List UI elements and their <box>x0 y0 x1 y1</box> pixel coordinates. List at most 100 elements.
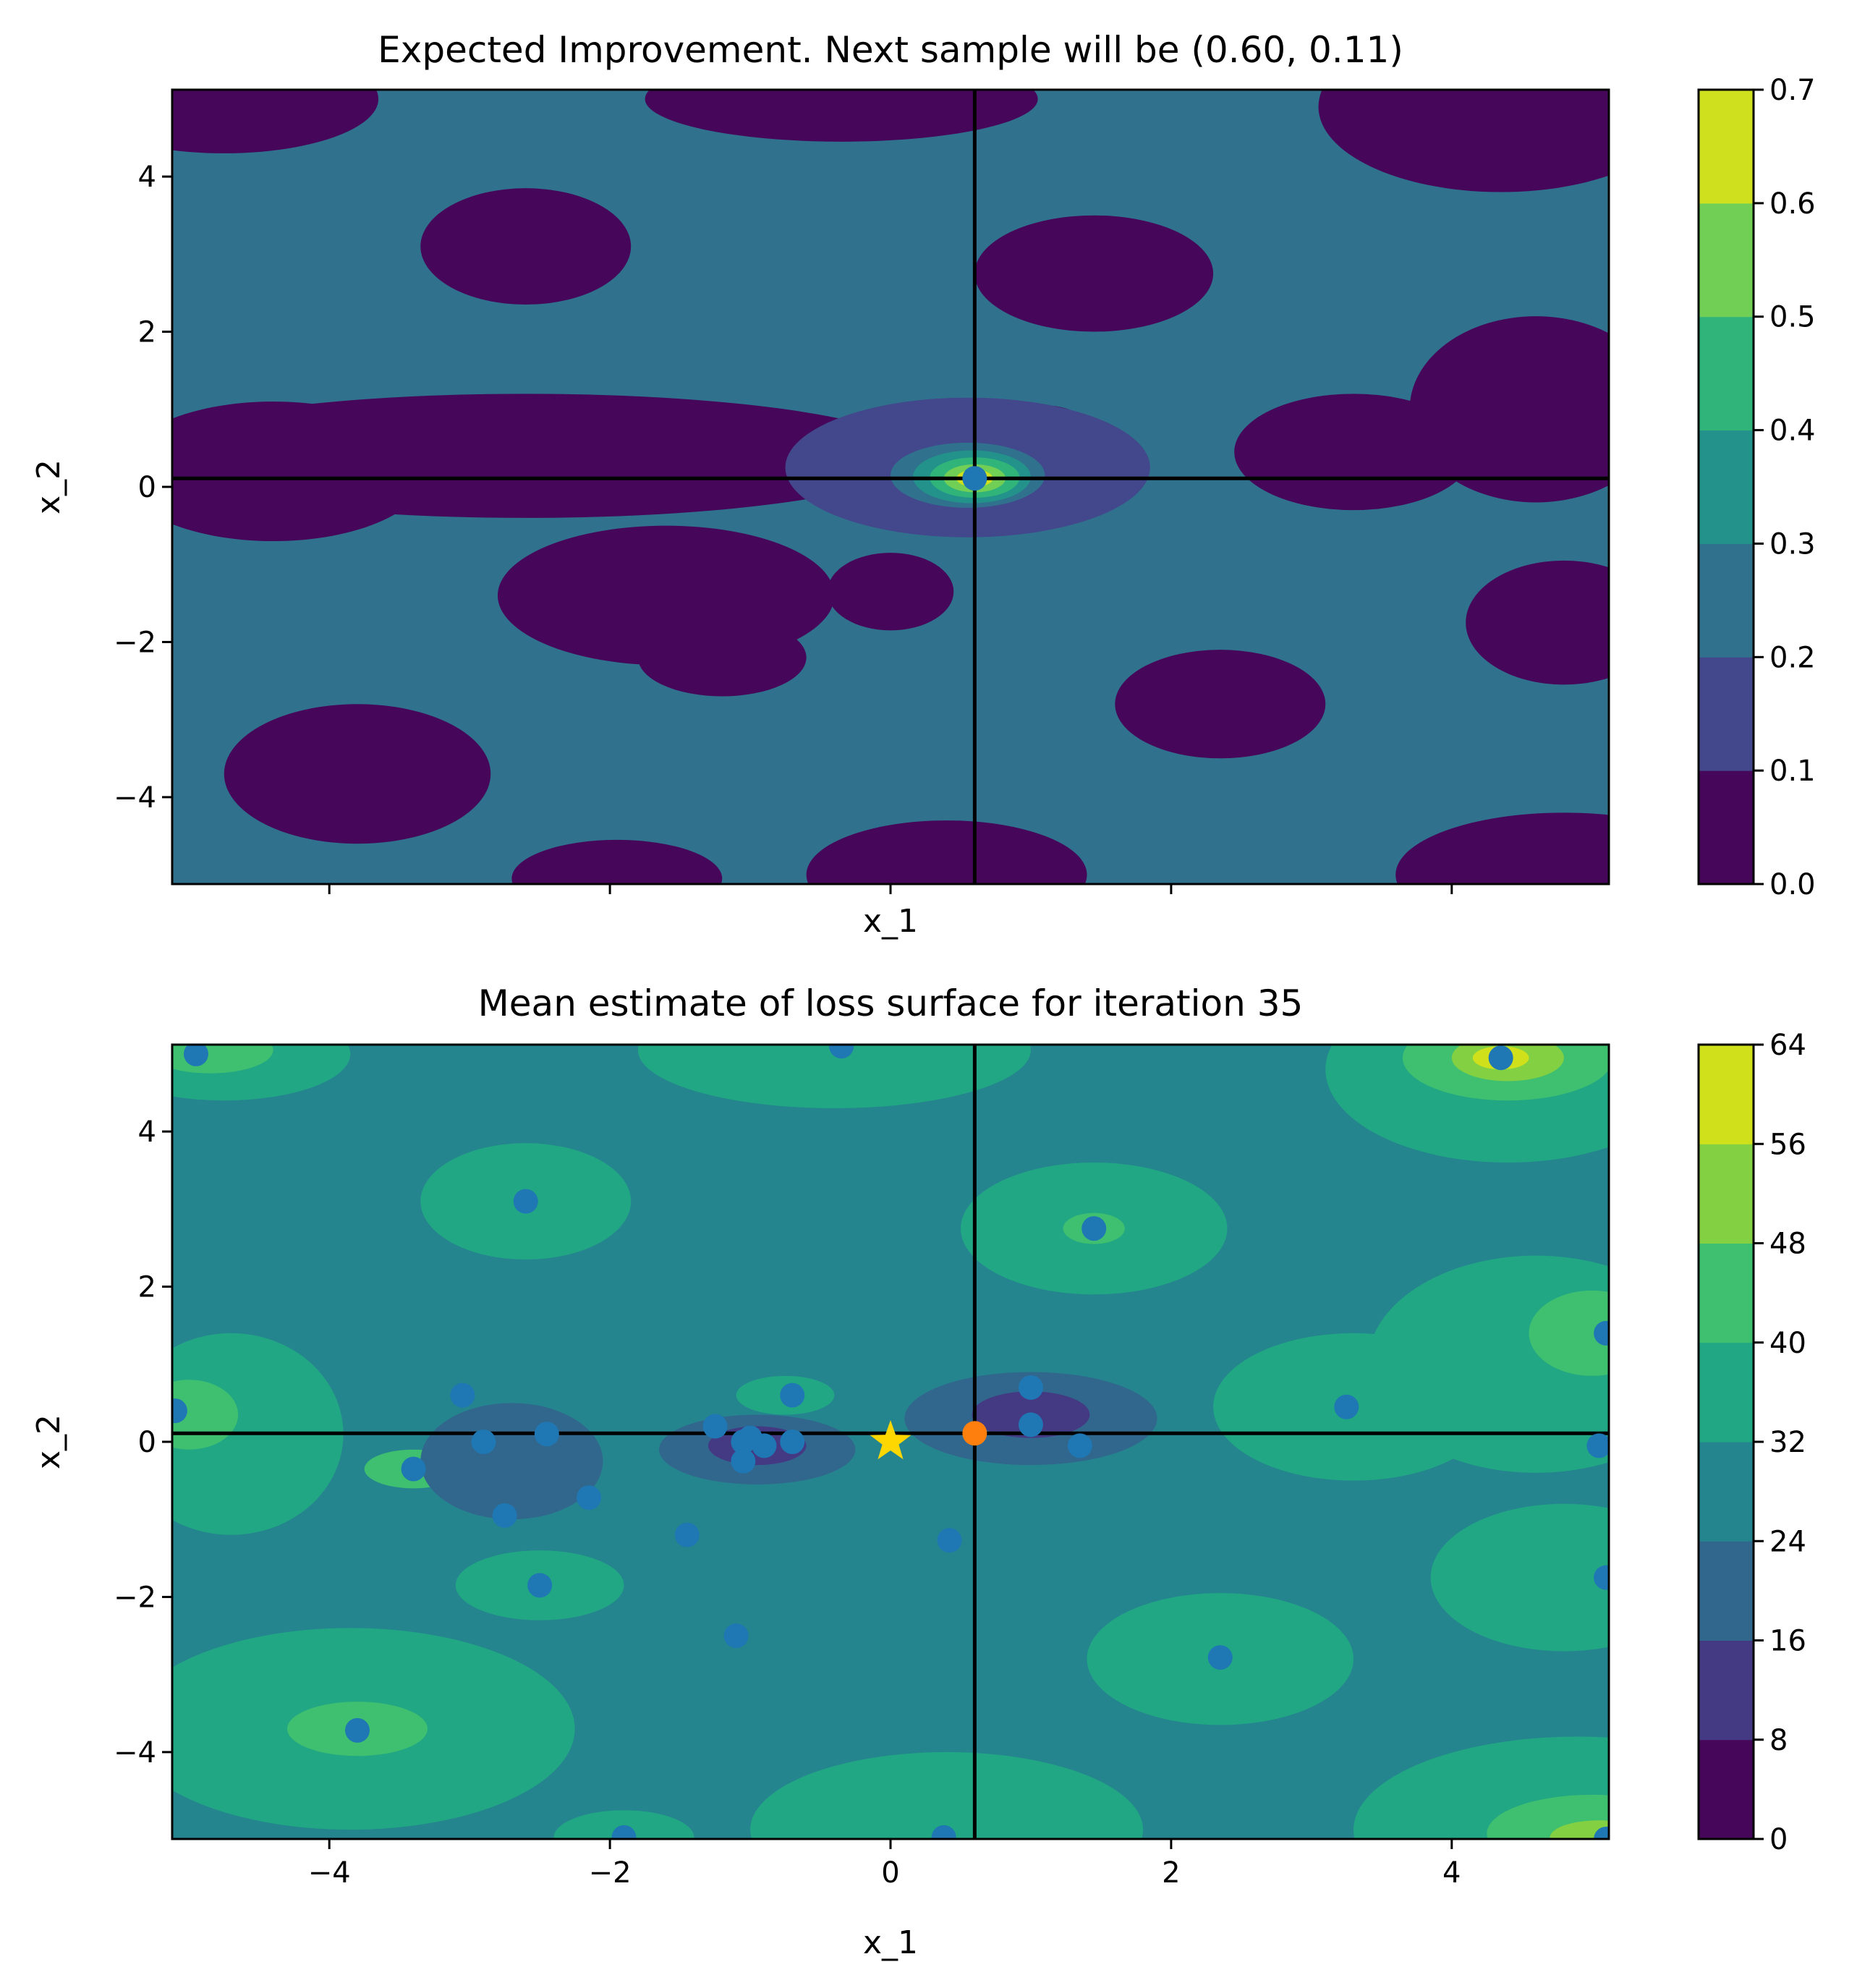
sample-point-14 <box>702 1414 728 1439</box>
sample-point-24 <box>492 1503 517 1528</box>
x-tick-label: 2 <box>1162 1856 1180 1890</box>
colorbar-tick-label: 0.3 <box>1769 527 1816 561</box>
sample-point-6 <box>1334 1394 1359 1419</box>
colorbar-segment <box>1699 657 1754 771</box>
colorbar-tick-label: 0.4 <box>1769 415 1816 448</box>
contour-region-16 <box>224 704 491 844</box>
colorbar-segment <box>1699 1342 1754 1443</box>
colorbar-segment <box>1699 1045 1754 1144</box>
sample-point-11 <box>450 1382 475 1408</box>
contour-region-28 <box>553 1810 694 1839</box>
best-point-star <box>870 1420 911 1460</box>
colorbar-segment <box>1699 1144 1754 1244</box>
sample-point-29 <box>723 1623 749 1649</box>
sample-point-4 <box>1082 1216 1107 1241</box>
sample-point-20 <box>1067 1433 1092 1458</box>
x-tick-label: 4 <box>1442 1856 1461 1890</box>
colorbar-tick-label: 8 <box>1769 1724 1788 1757</box>
contour-region-23 <box>1430 1503 1609 1652</box>
sample-point-31 <box>345 1717 370 1743</box>
colorbar-tick-label: 0.0 <box>1769 868 1816 901</box>
next-sample-point <box>962 1421 987 1446</box>
colorbar-segment <box>1699 316 1754 431</box>
mean-title: Mean estimate of loss surface for iterat… <box>478 982 1304 1024</box>
colorbar-tick-label: 40 <box>1769 1327 1806 1360</box>
contour-region-17 <box>511 839 723 884</box>
sample-point-25 <box>674 1522 700 1547</box>
ei-colorbar: 0.0 0.1 0.2 0.3 0.4 0.5 0.6 0.7 <box>1697 74 1816 901</box>
colorbar-tick-label: 0.2 <box>1769 641 1816 674</box>
contour-region-15 <box>1115 650 1326 759</box>
contour-region-18 <box>806 820 1087 884</box>
y-tick-label: 4 <box>138 1116 156 1149</box>
y-tick-label: −4 <box>114 1736 156 1770</box>
mean-y-axis-label: x_2 <box>30 1414 67 1469</box>
y-tick-label: −4 <box>114 781 156 815</box>
sample-point-3 <box>513 1189 538 1214</box>
y-tick-label: 2 <box>138 316 156 349</box>
colorbar-segment <box>1699 1541 1754 1641</box>
mean-contour-area <box>172 1045 1609 1839</box>
sample-point-7 <box>172 1398 187 1424</box>
contour-region-2 <box>637 1045 1031 1108</box>
ei-subplot: Expected Improvement. Next sample will b… <box>30 29 1816 940</box>
sample-point-32 <box>611 1825 637 1839</box>
sample-point-21 <box>1586 1433 1609 1458</box>
contour-region-4 <box>974 215 1214 332</box>
sample-point-12 <box>471 1430 496 1454</box>
sample-point-0 <box>183 1045 208 1066</box>
contour-region-13 <box>1409 316 1609 503</box>
contour-region-17 <box>420 1403 603 1520</box>
colorbar-segment <box>1699 430 1754 544</box>
ei-x-axis-label: x_1 <box>863 903 918 940</box>
y-tick-label: 4 <box>138 161 156 194</box>
colorbar-segment <box>1699 543 1754 658</box>
colorbar-tick-label: 48 <box>1769 1228 1806 1261</box>
contour-region-2 <box>1318 90 1609 192</box>
colorbar-segment <box>1699 1442 1754 1542</box>
colorbar-segment <box>1699 1739 1754 1840</box>
colorbar-segment <box>1699 1640 1754 1741</box>
colorbar-tick-label: 0.6 <box>1769 187 1816 221</box>
sample-point-22 <box>401 1456 426 1482</box>
colorbar-tick-label: 56 <box>1769 1128 1806 1161</box>
y-tick-label: 2 <box>138 1271 156 1304</box>
x-tick-label: −2 <box>589 1856 632 1890</box>
sample-point-23 <box>577 1485 602 1511</box>
ei-y-ticks: −4 −2 0 2 4 <box>114 161 172 815</box>
x-tick-label: 0 <box>881 1856 899 1890</box>
contour-region-14 <box>1466 560 1609 685</box>
sample-point-19 <box>731 1448 756 1474</box>
sample-point-27 <box>527 1573 553 1598</box>
ei-title: Expected Improvement. Next sample will b… <box>378 29 1403 71</box>
sample-point-30 <box>1207 1645 1233 1670</box>
colorbar-tick-label: 32 <box>1769 1426 1806 1459</box>
colorbar-frame <box>1697 88 1755 885</box>
contour-region-1 <box>172 1045 273 1074</box>
sample-point-5 <box>1594 1320 1609 1346</box>
sample-point-13 <box>534 1422 559 1447</box>
colorbar-tick-label: 64 <box>1769 1029 1806 1062</box>
sample-point-18 <box>738 1425 763 1450</box>
sample-point-26 <box>937 1528 962 1553</box>
contour-region-19 <box>1395 812 1609 884</box>
x-tick-label: −4 <box>308 1856 351 1890</box>
sample-point-10 <box>1018 1412 1043 1437</box>
mean-subplot: Mean estimate of loss surface for iterat… <box>30 982 1806 1961</box>
y-tick-label: −2 <box>114 626 156 659</box>
sample-point-9 <box>1018 1375 1043 1400</box>
colorbar-tick-label: 0.7 <box>1769 74 1816 107</box>
sample-point-17 <box>780 1430 805 1454</box>
contour-region-9 <box>827 553 954 631</box>
y-tick-label: 0 <box>138 471 156 504</box>
sample-point-8 <box>780 1382 805 1408</box>
contour-region-27 <box>750 1751 1144 1839</box>
sample-point-1 <box>829 1045 854 1059</box>
y-tick-label: 0 <box>138 1426 156 1459</box>
ei-y-axis-label: x_2 <box>30 459 67 514</box>
mean-colorbar: 0 8 16 24 32 40 48 56 64 <box>1697 1029 1806 1856</box>
colorbar-segment <box>1699 90 1754 204</box>
contour-region-0 <box>172 90 379 153</box>
contour-region-31 <box>1550 1820 1609 1839</box>
